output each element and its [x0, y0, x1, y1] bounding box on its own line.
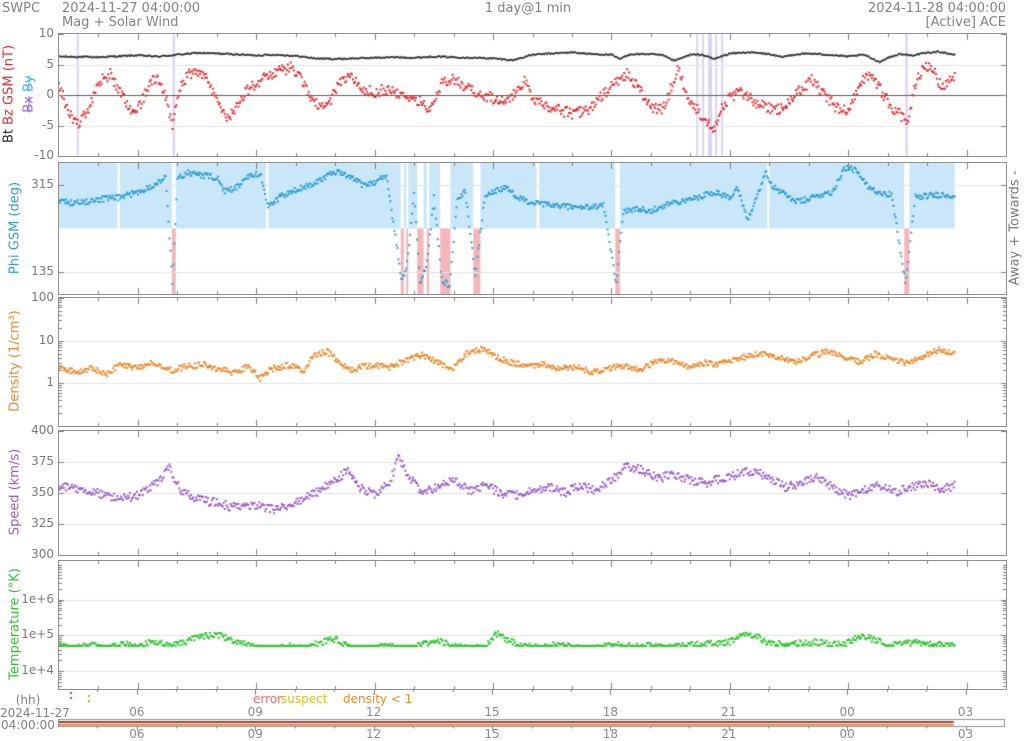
- hh-units-label: (hh): [15, 693, 41, 707]
- ytick-temp-1e+5: 1e+5: [21, 627, 54, 642]
- panel-phi-canvas: [59, 163, 1006, 294]
- ytick-speed-300: 300: [31, 547, 54, 561]
- panel-temp: [58, 560, 1007, 690]
- ytick-speed-350: 350: [31, 485, 54, 499]
- panel-speed-canvas: [59, 431, 1006, 555]
- ytick-density-100: 100: [31, 290, 54, 304]
- ytick-temp-1e+4: 1e+4: [21, 663, 54, 678]
- ylabel-phi-sector: Away + Towards -: [1007, 169, 1023, 286]
- ytick-mag-5: 5: [46, 56, 54, 71]
- time-axis-and-status-strip: [58, 689, 1005, 741]
- ytick-phi-135: 135: [31, 264, 54, 279]
- end-datetime: 2024-11-28 04:00:00: [867, 1, 1006, 16]
- footer-date: 2024-11-27: [0, 706, 70, 720]
- ytick-mag--5: -5: [42, 117, 54, 132]
- ytick-phi-315: 315: [31, 176, 54, 191]
- satellite-status: [Active] ACE: [925, 15, 1006, 30]
- cadence-label: 1 day@1 min: [484, 1, 572, 16]
- plot-subtitle: Mag + Solar Wind: [62, 15, 179, 30]
- panel-phi: [58, 162, 1007, 295]
- panel-density: [58, 297, 1007, 427]
- panel-mag-canvas: [59, 34, 1006, 156]
- ytick-density-10: 10: [38, 332, 54, 347]
- panel-speed: [58, 430, 1007, 556]
- ytick-mag-10: 10: [38, 26, 54, 40]
- ylabel-phi: Phi GSM (deg): [7, 181, 23, 274]
- ytick-speed-325: 325: [31, 516, 54, 530]
- ytick-mag--10: -10: [34, 148, 54, 162]
- footer-time: 04:00:00: [1, 718, 55, 732]
- ylabel-density: Density (1/cm³): [7, 310, 23, 412]
- ytick-mag-0: 0: [46, 87, 54, 101]
- ytick-speed-375: 375: [31, 454, 54, 468]
- ytick-speed-400: 400: [31, 423, 54, 437]
- panel-density-canvas: [59, 298, 1006, 426]
- panel-temp-canvas: [59, 561, 1006, 689]
- app-title: SWPC: [2, 1, 41, 16]
- panel-mag: [58, 33, 1007, 157]
- start-datetime: 2024-11-27 04:00:00: [62, 1, 201, 16]
- ytick-density-1: 1: [46, 375, 54, 390]
- ytick-temp-1e+6: 1e+6: [21, 591, 54, 606]
